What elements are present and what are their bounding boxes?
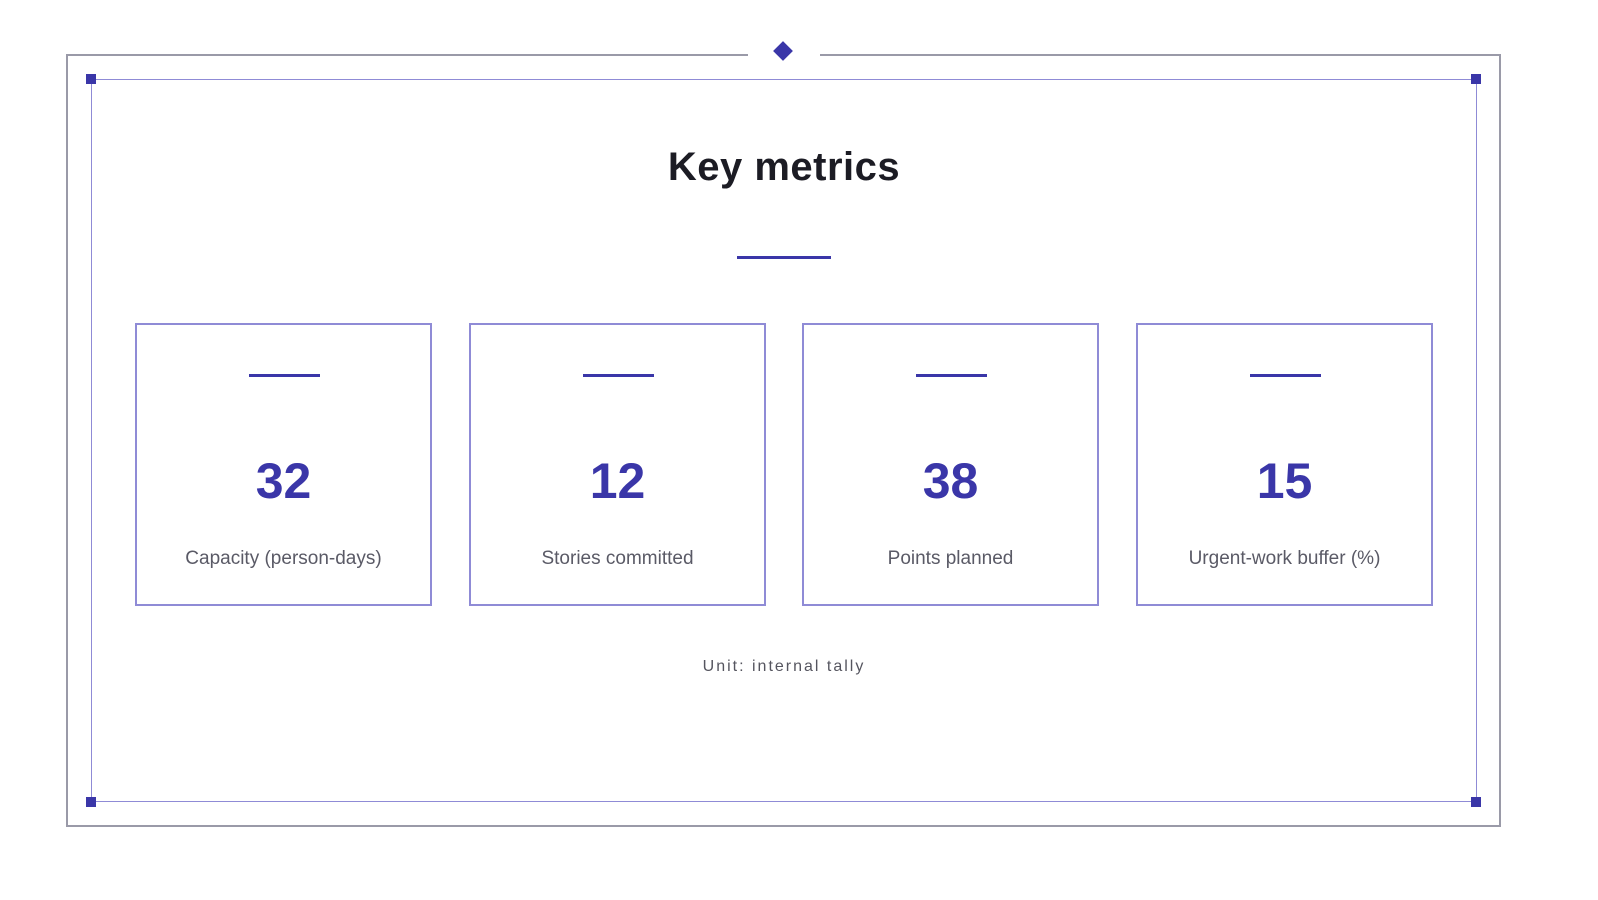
metric-value: 15 <box>1256 453 1313 509</box>
page-title: Key metrics <box>667 145 901 189</box>
corner-marker-bottom-left <box>86 797 96 807</box>
card-accent-rule <box>583 374 654 377</box>
inner-frame <box>91 79 1477 802</box>
card-accent-rule <box>916 374 987 377</box>
metric-card-points: 38 Points planned <box>802 323 1099 606</box>
metric-cards: 32 Capacity (person-days) 12 Stories com… <box>135 323 1434 606</box>
corner-marker-top-left <box>86 74 96 84</box>
metric-card-stories: 12 Stories committed <box>469 323 766 606</box>
metric-label: Capacity (person-days) <box>185 548 382 569</box>
metric-value: 38 <box>922 453 979 509</box>
corner-marker-bottom-right <box>1471 797 1481 807</box>
card-accent-rule <box>249 374 320 377</box>
metric-card-capacity: 32 Capacity (person-days) <box>135 323 432 606</box>
metric-value: 32 <box>255 453 312 509</box>
card-accent-rule <box>1250 374 1321 377</box>
metric-card-buffer: 15 Urgent-work buffer (%) <box>1136 323 1433 606</box>
title-underline <box>737 256 831 259</box>
metric-label: Stories committed <box>541 548 694 569</box>
corner-marker-top-right <box>1471 74 1481 84</box>
metric-value: 12 <box>589 453 646 509</box>
metric-label: Urgent-work buffer (%) <box>1188 548 1381 569</box>
metric-label: Points planned <box>887 548 1014 569</box>
unit-note: Unit: internal tally <box>702 658 866 675</box>
